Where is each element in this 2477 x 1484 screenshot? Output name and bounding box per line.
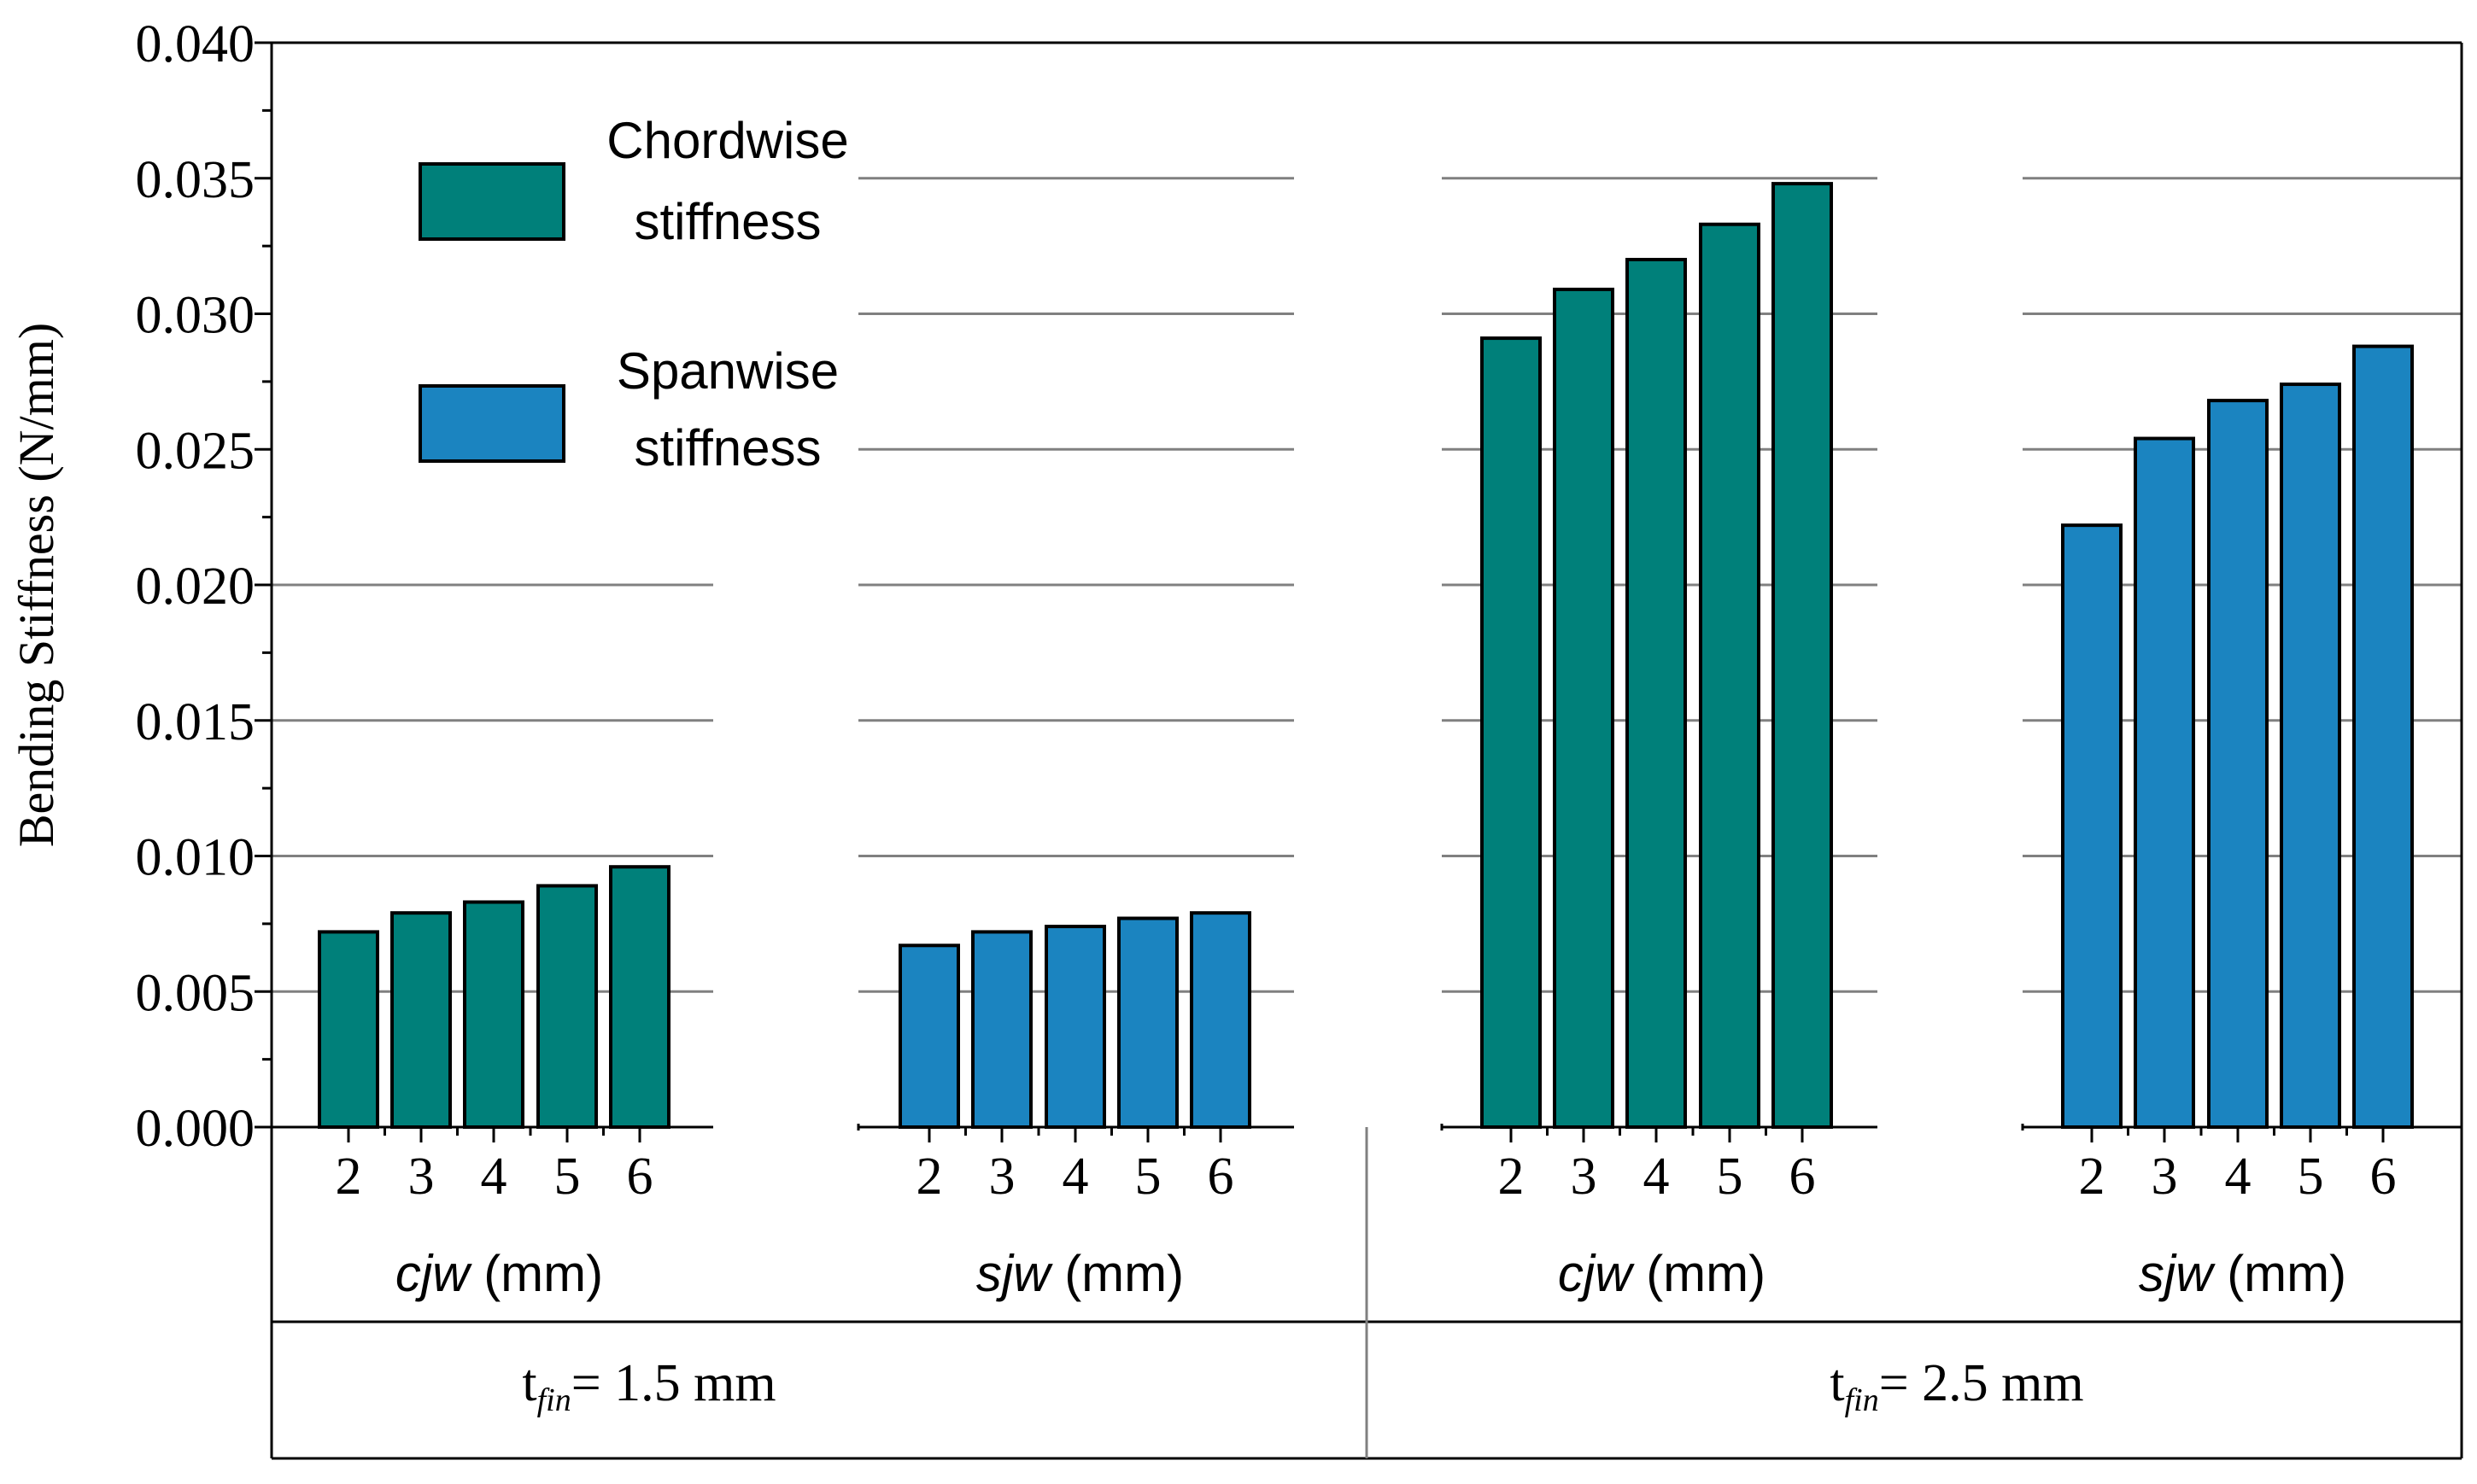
bar-cjw-6 — [1771, 182, 1833, 1130]
labels: 0.000 0.005 0.010 0.015 0.020 0.025 0.030 0.035… — [9, 15, 2397, 1418]
x-tick-label: 2 — [336, 1148, 362, 1206]
x-tick-label: 6 — [2370, 1148, 2397, 1206]
bar-cjw-3 — [1553, 287, 1614, 1129]
x-tick-label: 2 — [2079, 1148, 2105, 1206]
legend-label-line2: stiffness — [635, 419, 822, 476]
x-tick-label: 3 — [2152, 1148, 2178, 1206]
bar-sjw-6 — [2352, 344, 2414, 1130]
x-tick-label: 2 — [1498, 1148, 1525, 1206]
x-tick-label: 3 — [408, 1148, 435, 1206]
y-tick-label: 0.010 — [136, 829, 255, 887]
bars — [318, 182, 2414, 1130]
group-label-value: = 2.5 mm — [1879, 1354, 2084, 1412]
bar-cjw-3 — [390, 911, 452, 1130]
x-axis-variable-label: cjw (mm) — [1558, 1245, 1766, 1302]
x-tick-label: 6 — [627, 1148, 653, 1206]
y-axis-title: Bending Stiffness (N/mm) — [9, 323, 64, 847]
legend-swatch-spanwise — [419, 384, 565, 463]
x-axis-variable-label: cjw (mm) — [395, 1245, 603, 1302]
group-label-prefix: t — [522, 1354, 536, 1412]
y-tick-label: 0.040 — [136, 15, 255, 73]
legend-label-line2: stiffness — [635, 193, 822, 250]
legend: Chordwise stiffness Spanwise stiffness — [419, 112, 849, 476]
y-tick-label: 0.005 — [136, 964, 255, 1022]
bar-cjw-2 — [318, 930, 379, 1130]
group-label-value: = 1.5 mm — [571, 1354, 776, 1412]
bar-cjw-4 — [463, 900, 524, 1129]
bar-sjw-2 — [899, 944, 960, 1130]
bar-sjw-6 — [1190, 911, 1251, 1130]
variable-name: cjw — [1558, 1245, 1635, 1302]
bar-sjw-2 — [2061, 523, 2123, 1129]
x-tick-label: 4 — [1643, 1148, 1670, 1206]
bar-cjw-6 — [609, 865, 670, 1129]
bar-sjw-3 — [971, 930, 1033, 1130]
x-tick-label: 5 — [1717, 1148, 1743, 1206]
x-tick-label: 6 — [1789, 1148, 1816, 1206]
group-label: tfin= 1.5 mm — [522, 1354, 776, 1418]
bar-cjw-4 — [1625, 258, 1687, 1129]
bar-sjw-4 — [2207, 399, 2269, 1130]
x-tick-label: 4 — [2225, 1148, 2252, 1206]
variable-name: sjw — [2139, 1245, 2216, 1302]
bar-cjw-5 — [536, 884, 598, 1130]
x-axis-variable-label: sjw (mm) — [976, 1245, 1184, 1302]
y-tick-label: 0.020 — [136, 558, 255, 616]
legend-label-line1: Spanwise — [617, 342, 839, 400]
y-tick-label: 0.025 — [136, 422, 255, 480]
x-tick-label: 5 — [554, 1148, 581, 1206]
group-label-subscript: fin — [1845, 1382, 1879, 1418]
y-tick-label: 0.030 — [136, 287, 255, 345]
legend-swatch-chordwise — [419, 162, 565, 241]
bar-sjw-5 — [2280, 383, 2341, 1129]
variable-name: cjw — [395, 1245, 472, 1302]
x-axis-variable-label: sjw (mm) — [2139, 1245, 2346, 1302]
variable-unit: (mm) — [470, 1245, 604, 1302]
bar-sjw-3 — [2134, 436, 2195, 1129]
group-label-prefix: t — [1830, 1354, 1844, 1412]
x-tick-label: 2 — [916, 1148, 943, 1206]
group-label: tfin= 2.5 mm — [1830, 1354, 2083, 1418]
x-tick-label: 5 — [2298, 1148, 2324, 1206]
y-tick-label: 0.015 — [136, 693, 255, 751]
bar-sjw-4 — [1045, 925, 1106, 1130]
x-tick-label: 3 — [1571, 1148, 1597, 1206]
variable-unit: (mm) — [2213, 1245, 2347, 1302]
group-label-subscript: fin — [537, 1382, 571, 1418]
variable-unit: (mm) — [1632, 1245, 1766, 1302]
variable-name: sjw — [976, 1245, 1053, 1302]
x-tick-label: 4 — [1063, 1148, 1089, 1206]
variable-unit: (mm) — [1051, 1245, 1185, 1302]
x-tick-label: 5 — [1135, 1148, 1162, 1206]
x-tick-label: 3 — [989, 1148, 1016, 1206]
x-tick-label: 6 — [1208, 1148, 1234, 1206]
bar-cjw-2 — [1480, 336, 1542, 1129]
x-tick-label: 4 — [481, 1148, 507, 1206]
bar-sjw-5 — [1117, 916, 1179, 1130]
y-tick-label: 0.035 — [136, 151, 255, 209]
bar-cjw-5 — [1699, 222, 1760, 1130]
y-tick-label: 0.000 — [136, 1100, 255, 1158]
legend-label-line1: Chordwise — [606, 112, 848, 169]
